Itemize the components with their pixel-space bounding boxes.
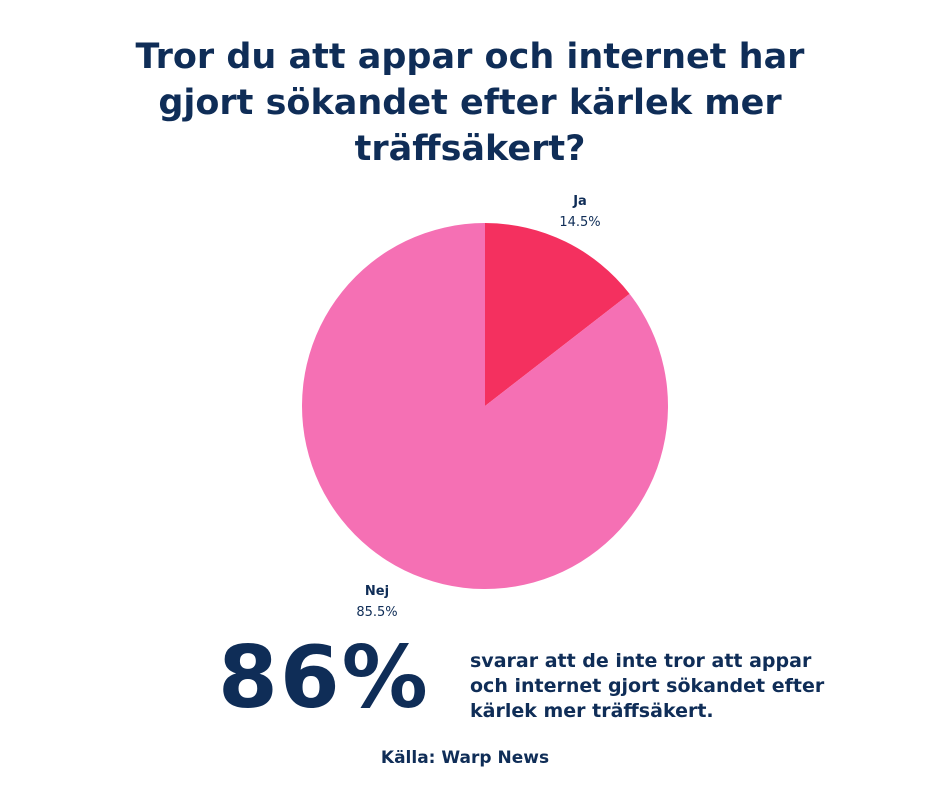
stat-description-line-1: svarar att de inte tror att appar xyxy=(470,650,812,672)
big-stat-value: 86% xyxy=(218,628,430,728)
title-line-1: Tror du att appar och internet har xyxy=(135,37,805,77)
pie-slice-nej xyxy=(301,222,668,589)
chart-title: Tror du att appar och internet har gjort… xyxy=(120,34,820,172)
pie-slice-ja xyxy=(485,223,630,406)
source-note: Källa: Warp News xyxy=(380,748,550,768)
stat-description-line-3: kärlek mer träffsäkert. xyxy=(470,700,714,722)
slice-value-nej: 85.5% xyxy=(356,605,397,620)
title-line-3: träffsäkert? xyxy=(354,129,586,169)
title-line-2: gjort sökandet efter kärlek mer xyxy=(158,83,782,123)
slice-label-ja: Ja xyxy=(572,194,587,209)
stat-description: svarar att de inte tror att appar och in… xyxy=(470,649,870,724)
stat-description-line-2: och internet gjort sökandet efter xyxy=(470,675,825,697)
slice-value-ja: 14.5% xyxy=(559,215,600,230)
slice-label-nej: Nej xyxy=(365,584,389,599)
